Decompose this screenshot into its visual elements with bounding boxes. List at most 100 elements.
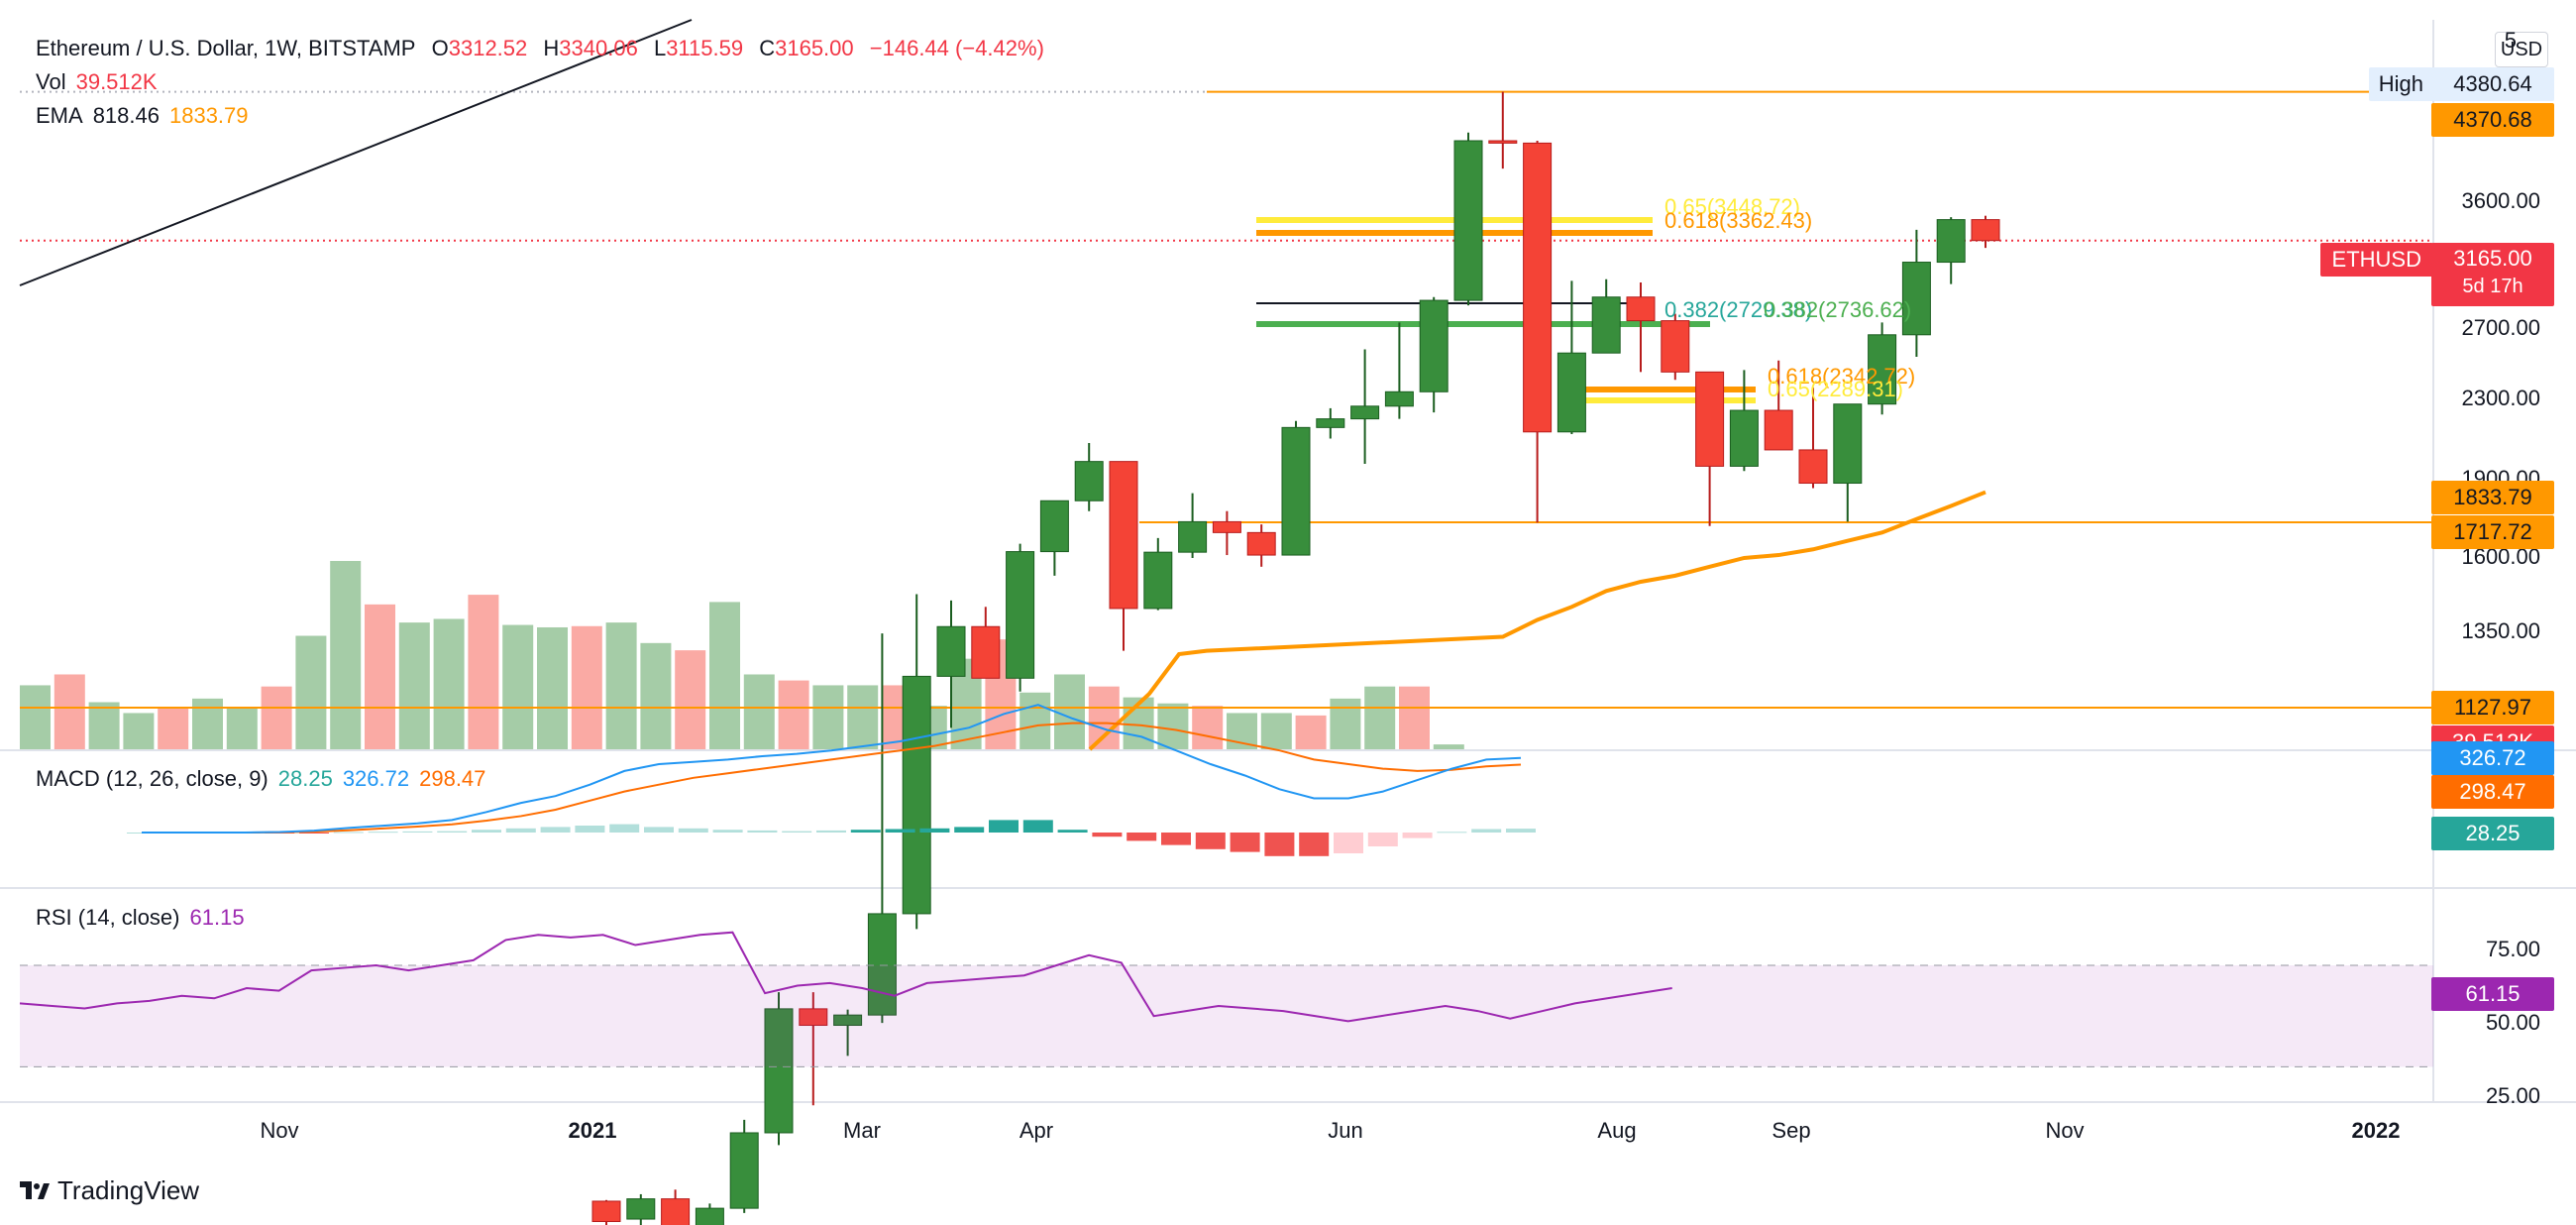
- candle-down: [661, 1198, 691, 1225]
- macd-histogram-bar: [1057, 830, 1088, 833]
- volume-bar: [54, 674, 85, 749]
- currency-button[interactable]: USD: [2495, 32, 2548, 67]
- macd-label: MACD (12, 26, close, 9): [36, 766, 268, 791]
- support-price-tag: 1717.72: [2431, 515, 2554, 549]
- volume-bar: [1330, 698, 1361, 749]
- candle-up: [695, 1207, 724, 1225]
- candle-up: [1350, 405, 1380, 420]
- macd-histogram-bar: [437, 831, 468, 833]
- candle-down: [1626, 296, 1656, 322]
- macd-histogram-bar: [472, 830, 501, 833]
- time-label-sep: Sep: [1771, 1118, 1811, 1143]
- macd-histogram-bar: [1506, 829, 1536, 833]
- time-label-apr: Apr: [1019, 1118, 1054, 1143]
- candle-down: [1971, 219, 2000, 242]
- candle-up: [1868, 334, 1897, 405]
- volume-bar: [1399, 686, 1430, 749]
- macd-histogram-bar: [1161, 833, 1191, 845]
- volume-bar: [1364, 686, 1396, 749]
- fib-label-c: 0.382(2729.38): [1664, 297, 1813, 322]
- candle-down: [1109, 461, 1138, 610]
- volume-bar: [743, 674, 775, 749]
- volume-bar: [1192, 706, 1224, 749]
- tradingview-logo-icon: [20, 1180, 50, 1199]
- price-tick-top: 5: [2504, 28, 2517, 53]
- tradingview-logo[interactable]: TradingView: [20, 1175, 199, 1206]
- symbol-legend: Ethereum / U.S. Dollar, 1W, BITSTAMP O33…: [36, 36, 1054, 61]
- candle-down: [971, 625, 1001, 679]
- candle-up: [1384, 390, 1414, 407]
- volume-bar: [778, 680, 809, 749]
- macd-histogram-bar: [333, 832, 364, 834]
- fib-label-d: 0.382(2736.62): [1764, 297, 1912, 322]
- macd-hist-tag: 28.25: [2431, 817, 2554, 850]
- candle-down: [1798, 449, 1828, 485]
- change-value: −146.44 (−4.42%): [869, 36, 1044, 60]
- high-value: 3340.06: [559, 36, 638, 60]
- macd-histogram-bar: [299, 833, 329, 834]
- last-price-value: 3165.00: [2453, 246, 2532, 271]
- macd-histogram-bar: [644, 827, 674, 833]
- close-value: 3165.00: [775, 36, 854, 60]
- candle-up: [729, 1132, 759, 1209]
- candle-up: [833, 1014, 863, 1027]
- volume-bar: [1260, 713, 1292, 749]
- macd-histogram-bar: [402, 831, 433, 833]
- rsi-tick-25: 25.00: [2485, 1083, 2540, 1108]
- vol-label: Vol: [36, 69, 66, 94]
- fib-label-f: 0.65(2289.31): [1768, 377, 1903, 401]
- open-label: O: [431, 36, 449, 60]
- rsi-legend: RSI (14, close) 61.15: [36, 905, 255, 931]
- candle-up: [1039, 500, 1069, 553]
- candle-up: [1419, 299, 1449, 392]
- ema-length: 818.46: [92, 103, 160, 128]
- candle-up: [1074, 461, 1104, 501]
- macd-hist-value: 28.25: [277, 766, 333, 791]
- volume-bar: [1295, 715, 1327, 749]
- macd-histogram-bar: [747, 830, 778, 833]
- candle-up: [1143, 551, 1173, 610]
- volume-bar: [640, 642, 672, 749]
- candle-down: [1523, 142, 1553, 433]
- rsi-tick-50: 50.00: [2485, 1010, 2540, 1035]
- ema-value: 1833.79: [168, 103, 249, 128]
- volume-bar: [571, 625, 602, 749]
- volume-bar: [226, 707, 258, 749]
- high-label: H: [543, 36, 560, 60]
- candle-down: [1488, 140, 1518, 144]
- volume-bar: [261, 686, 292, 749]
- ema-price-tag: 1833.79: [2431, 481, 2554, 514]
- volume-bar: [88, 702, 120, 749]
- fib-label-b: 0.618(3362.43): [1664, 208, 1813, 233]
- candle-up: [626, 1198, 656, 1220]
- volume-bar: [192, 698, 223, 749]
- macd-histogram-bar: [1334, 833, 1363, 853]
- volume-bar: [537, 626, 568, 749]
- low-value: 3115.59: [666, 36, 744, 60]
- trend-line: [19, 19, 693, 286]
- candle-up: [1729, 409, 1759, 467]
- volume-bar: [330, 561, 362, 749]
- macd-histogram-bar: [989, 820, 1019, 833]
- price-tick-2700: 2700.00: [2461, 315, 2540, 340]
- rsi-line: [19, 931, 1672, 1023]
- macd-histogram-bar: [609, 824, 640, 833]
- macd-line-tag: 326.72: [2431, 741, 2554, 775]
- time-label-jun: Jun: [1328, 1118, 1363, 1143]
- candle-up: [1901, 262, 1931, 336]
- volume-bar: [1433, 744, 1464, 749]
- macd-histogram-bar: [1367, 833, 1398, 846]
- volume-bar: [502, 624, 534, 749]
- macd-histogram-bar: [678, 828, 708, 833]
- macd-histogram-bar: [712, 830, 743, 833]
- macd-legend: MACD (12, 26, close, 9) 28.25 326.72 298.47: [36, 766, 495, 792]
- macd-histogram-bar: [575, 826, 605, 833]
- candle-down: [1661, 320, 1690, 373]
- rsi-band: [20, 965, 2433, 1067]
- volume-legend: Vol 39.512K: [36, 69, 167, 95]
- candle-up: [867, 913, 897, 1016]
- macd-histogram-bar: [919, 828, 950, 833]
- time-label-mar: Mar: [843, 1118, 881, 1143]
- macd-histogram-bar: [1022, 820, 1053, 833]
- macd-histogram-bar: [850, 830, 881, 833]
